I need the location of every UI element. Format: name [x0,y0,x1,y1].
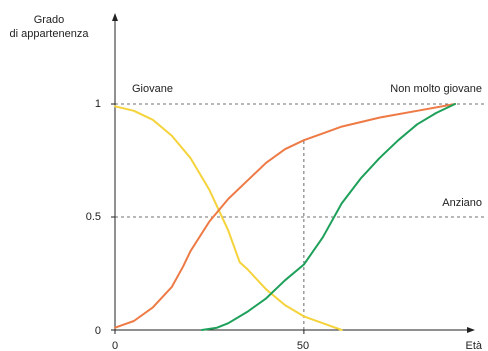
reference-lines [115,103,486,330]
y-tick-label-0-5: 0.5 [86,211,101,223]
series-line-non-molto-giovane [114,103,456,329]
y-tick-label-1: 1 [95,98,101,110]
y-axis-arrow [112,13,118,21]
x-axis-arrow [467,327,475,333]
y-axis-label-line-2: di appartenenza [10,28,90,40]
series-label-giovane: Giovane [132,83,173,95]
chart-text: Grado di appartenenza Età 0 50 0 0.5 1 G… [10,14,483,351]
axes [111,13,475,334]
x-axis-label: Età [465,340,482,351]
series-label-non-molto-giovane: Non molto giovane [390,83,482,95]
series-label-anziano: Anziano [442,197,482,209]
series-lines [114,103,456,331]
series-line-anziano [200,103,456,331]
y-tick-label-0: 0 [95,325,101,337]
series-line-giovane [114,105,343,331]
x-tick-label-50: 50 [297,340,309,351]
x-tick-label-0: 0 [112,340,118,351]
y-axis-label-line-1: Grado [34,14,65,26]
